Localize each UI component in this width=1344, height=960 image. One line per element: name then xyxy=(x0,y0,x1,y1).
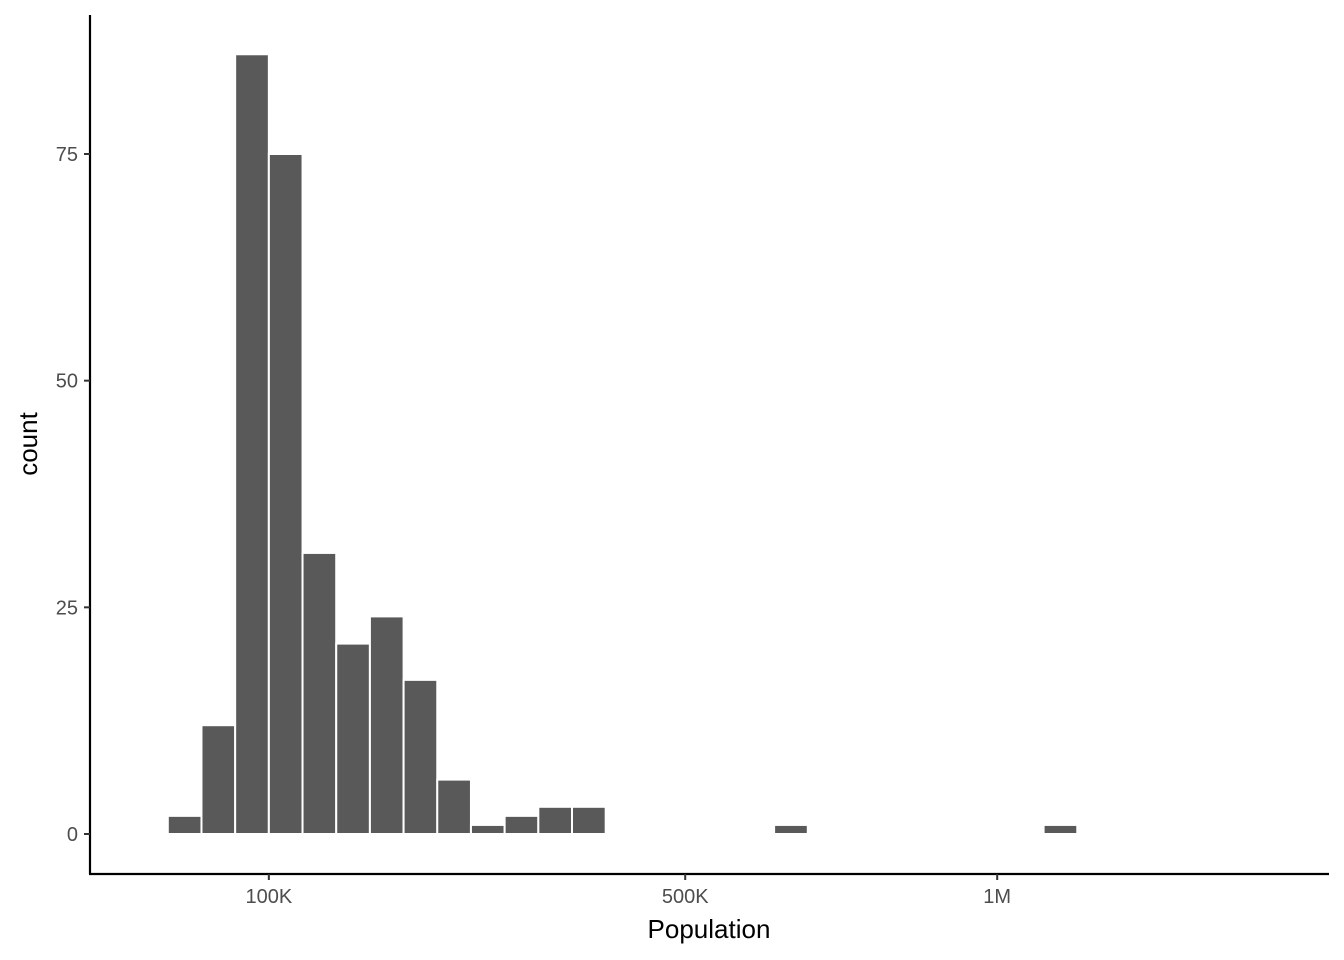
histogram-bar xyxy=(436,778,472,835)
histogram-bar xyxy=(234,53,270,836)
y-axis-ticks: 0 25 50 75 xyxy=(56,144,90,846)
x-tick-label: 500K xyxy=(662,886,709,908)
histogram-bar xyxy=(503,814,540,835)
histogram-bar xyxy=(571,805,607,835)
x-tick-label: 100K xyxy=(245,886,292,908)
histogram-bar xyxy=(368,615,405,836)
histogram-bar xyxy=(200,724,237,836)
x-axis-title: Population xyxy=(648,914,771,944)
histogram-bar xyxy=(1042,823,1079,836)
x-tick-label: 1M xyxy=(983,886,1011,908)
x-axis-ticks: 100K 500K 1M xyxy=(245,874,1011,908)
histogram-bar xyxy=(469,823,506,836)
y-axis-title: count xyxy=(13,411,43,475)
histogram-bar xyxy=(402,678,439,835)
y-tick-label: 75 xyxy=(56,144,78,166)
histogram-bar xyxy=(335,642,371,835)
y-tick-label: 0 xyxy=(67,824,78,846)
histogram-bars xyxy=(166,53,1079,836)
histogram-bar xyxy=(301,551,338,836)
y-tick-label: 50 xyxy=(56,371,78,393)
histogram-bar xyxy=(267,153,304,835)
histogram-bar xyxy=(773,823,809,836)
histogram-bar xyxy=(537,805,574,835)
y-tick-label: 25 xyxy=(56,597,78,619)
histogram-bar xyxy=(166,814,203,835)
